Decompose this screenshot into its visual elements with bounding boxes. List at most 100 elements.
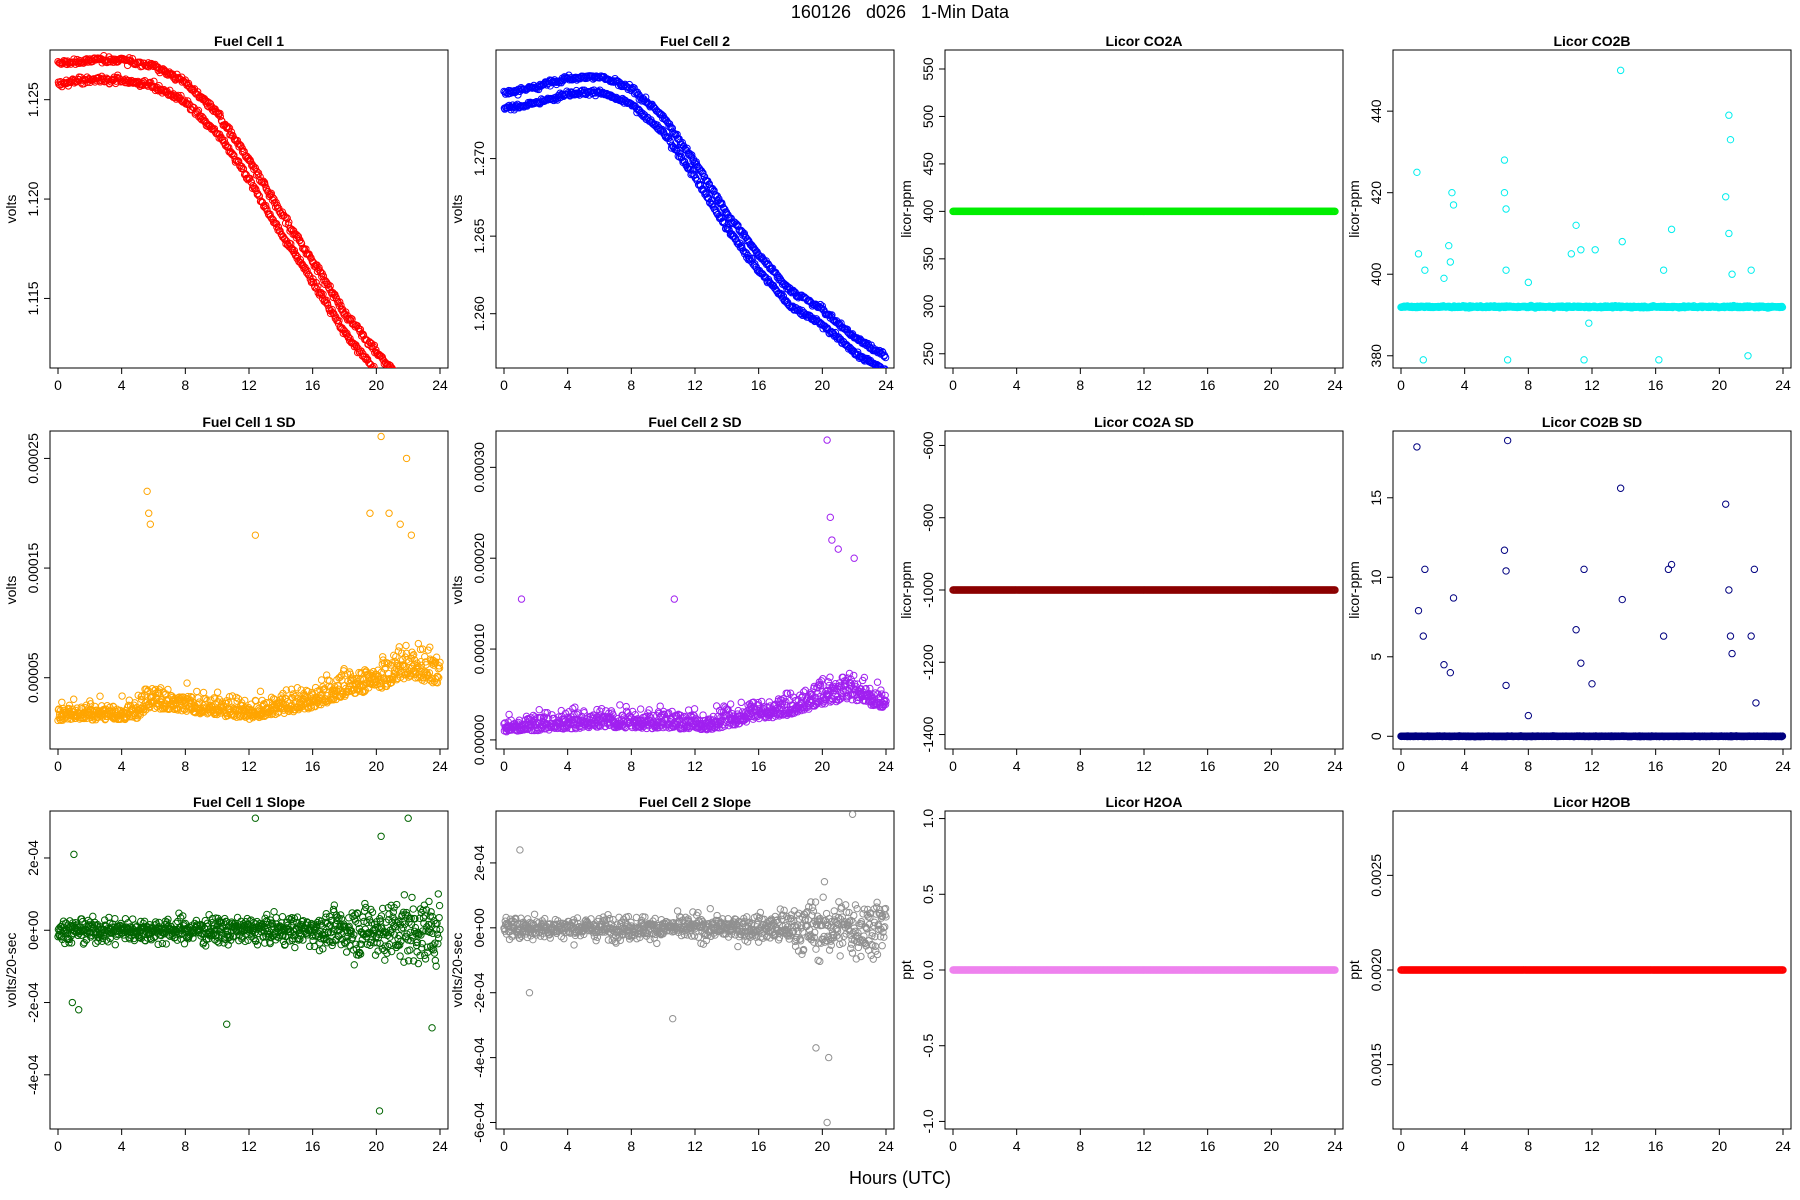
data-point <box>417 412 423 418</box>
data-point <box>430 420 436 426</box>
x-tick-label: 16 <box>751 377 767 393</box>
data-point <box>646 713 654 721</box>
x-tick-label: 24 <box>878 377 894 393</box>
data-point <box>407 404 413 410</box>
x-tick-label: 12 <box>1136 377 1152 393</box>
data-point <box>164 685 172 694</box>
x-tick-label: 16 <box>751 758 767 774</box>
data-point <box>413 409 419 415</box>
data-point <box>315 263 323 272</box>
data-point <box>712 702 721 710</box>
data-point <box>411 408 417 414</box>
y-tick-label: 1.125 <box>25 82 41 117</box>
data-point <box>256 687 265 696</box>
data-point <box>391 387 397 393</box>
data-point <box>818 302 827 310</box>
data-point <box>259 177 268 185</box>
data-point <box>336 298 344 306</box>
x-tick-label: 12 <box>241 758 257 774</box>
data-point <box>261 180 269 189</box>
data-point <box>778 699 787 707</box>
data-point <box>660 711 669 719</box>
data-point <box>387 366 394 368</box>
data-point <box>383 381 389 387</box>
x-tick-label: 8 <box>181 758 189 774</box>
data-point <box>293 684 302 692</box>
data-point <box>398 378 404 384</box>
data-point <box>416 390 422 396</box>
data-point <box>1618 237 1626 246</box>
data-point <box>220 136 229 145</box>
data-point <box>817 677 826 685</box>
data-point <box>641 113 649 121</box>
data-point <box>390 669 398 678</box>
data-point <box>423 420 429 426</box>
data-point <box>370 362 378 368</box>
data-point <box>529 711 537 720</box>
data-point <box>343 670 352 678</box>
data-point <box>411 389 417 395</box>
data-point <box>392 372 398 378</box>
data-point <box>276 227 284 235</box>
data-point <box>1744 352 1752 360</box>
data-point <box>213 688 222 696</box>
data-point <box>415 392 421 398</box>
data-point <box>402 382 408 388</box>
data-point <box>1449 201 1458 209</box>
x-tick-label: 16 <box>305 377 321 393</box>
y-axis-title: volts <box>449 576 465 605</box>
data-point <box>393 369 399 375</box>
data-point <box>253 167 261 176</box>
data-point <box>408 385 414 391</box>
data-point <box>435 674 443 682</box>
data-point <box>299 262 308 270</box>
data-point <box>417 394 423 400</box>
data-point <box>402 641 410 650</box>
data-point <box>304 270 313 279</box>
panel-title: Fuel Cell 2 SD <box>648 414 741 430</box>
panel-title: Fuel Cell 1 <box>214 33 284 49</box>
x-tick-label: 8 <box>181 377 189 393</box>
data-point <box>430 402 436 408</box>
data-point <box>420 415 426 421</box>
data-point <box>86 697 94 705</box>
data-point <box>424 401 430 407</box>
data-point <box>737 698 745 707</box>
data-point <box>881 353 890 362</box>
data-point <box>96 692 104 700</box>
panel-title: Fuel Cell 2 <box>660 33 730 49</box>
data-point <box>1572 221 1580 230</box>
data-point <box>426 418 432 424</box>
data-point <box>605 709 613 717</box>
data-point <box>150 77 158 86</box>
x-tick-label: 24 <box>1327 377 1343 393</box>
series-points <box>54 432 444 725</box>
data-point <box>1725 229 1733 238</box>
data-point <box>234 157 243 165</box>
x-tick-label: 4 <box>118 377 126 393</box>
data-point <box>137 693 145 701</box>
x-tick-label: 4 <box>118 758 126 774</box>
data-point <box>406 390 412 396</box>
data-point <box>317 676 326 684</box>
data-point <box>70 695 78 703</box>
data-point <box>274 223 283 231</box>
x-tick-label: 12 <box>687 377 703 393</box>
data-point <box>828 311 836 319</box>
data-point <box>408 387 414 393</box>
data-point <box>634 715 642 723</box>
data-point <box>407 384 413 390</box>
data-point <box>1446 258 1455 266</box>
data-point <box>372 370 378 376</box>
data-point <box>420 396 426 402</box>
data-point <box>251 531 260 539</box>
data-point <box>399 397 405 403</box>
data-point <box>400 380 406 386</box>
data-point <box>292 251 300 259</box>
data-point <box>294 232 303 241</box>
data-point <box>435 403 441 409</box>
data-point <box>415 413 421 419</box>
data-point <box>319 272 328 280</box>
data-point <box>387 384 393 390</box>
data-point <box>412 408 418 414</box>
